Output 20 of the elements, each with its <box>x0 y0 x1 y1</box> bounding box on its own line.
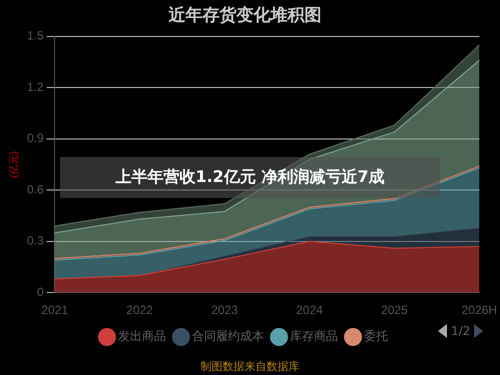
chart-title: 近年存货变化堆积图 <box>168 6 322 26</box>
y-tick-label: 1.2 <box>26 80 44 94</box>
y-tick-label: 0.3 <box>26 234 44 248</box>
x-tick-label: 2021 <box>41 303 68 318</box>
y-tick-label: 1.5 <box>26 28 44 43</box>
x-tick-label: 2023 <box>211 303 238 318</box>
y-tick-label: 0.9 <box>26 131 44 146</box>
x-tick-label: 2025 <box>381 303 408 318</box>
legend-label: 发出商品 <box>118 329 166 344</box>
y-tick-label: 0 <box>36 284 44 299</box>
legend-label: 库存商品 <box>290 329 338 344</box>
x-tick-label: 2022 <box>126 303 154 318</box>
text: 制图数据来自数据库 <box>200 360 300 373</box>
legend-label: 委托 <box>364 329 388 344</box>
text: 1/2 <box>451 324 470 338</box>
x-tick-label: 2026H <box>462 303 498 318</box>
y-axis-title: (亿元) <box>8 151 20 178</box>
legend-label: 合同履约成本 <box>192 329 264 344</box>
y-tick-label: 0.6 <box>26 182 44 196</box>
x-tick-label: 2024 <box>296 303 324 318</box>
